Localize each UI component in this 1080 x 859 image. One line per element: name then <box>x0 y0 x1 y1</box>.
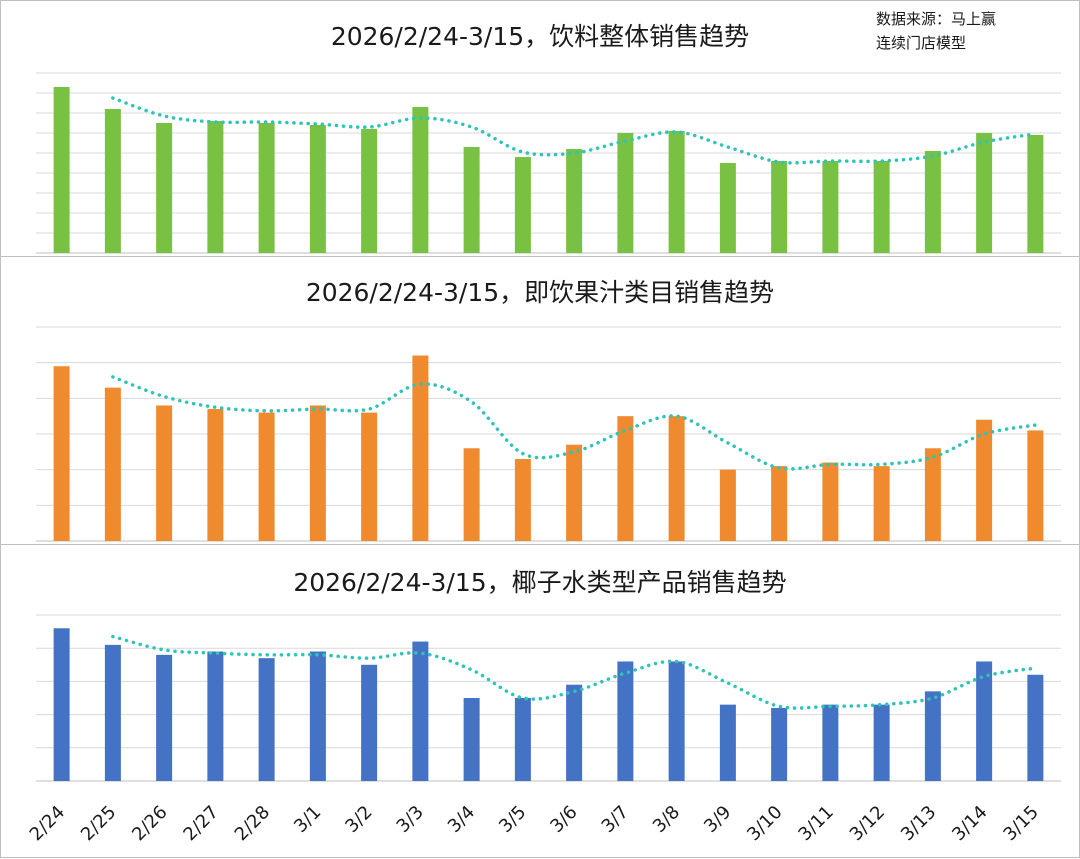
chart-title-beverages: 2026/2/24-3/15，饮料整体销售趋势 <box>330 22 750 51</box>
bar-2/28 <box>258 658 275 781</box>
bar-2/27 <box>207 409 224 541</box>
x-tick-label: 3/12 <box>846 802 889 845</box>
chart-panel-juice: 2026/2/24-3/15，即饮果汁类目销售趋势 <box>0 256 1080 546</box>
coconut-water-bar-chart: 2/24 2/25 2/26 2/27 2/28 3/1 3/2 3/3 3/4 3/5 3/6 3/… <box>26 614 1061 845</box>
bar-3/5 <box>514 698 531 781</box>
source-note: 数据来源：马上赢 连续门店模型 <box>876 7 1046 55</box>
x-tick-label: 2/28 <box>231 802 274 845</box>
bar-2/25 <box>104 387 121 541</box>
bar-3/11 <box>822 161 839 253</box>
bar-3/14 <box>976 419 993 541</box>
bar-3/4 <box>463 448 480 541</box>
bar-3/14 <box>976 133 993 253</box>
bar-2/28 <box>258 123 275 253</box>
bar-2/26 <box>156 123 173 253</box>
bar-3/9 <box>719 704 736 781</box>
bar-3/8 <box>668 416 685 541</box>
bar-3/13 <box>924 151 941 253</box>
bar-3/4 <box>463 698 480 781</box>
x-tick-label: 3/3 <box>393 802 428 837</box>
x-tick-label: 3/1 <box>290 802 325 837</box>
bar-3/11 <box>822 462 839 541</box>
bar-3/12 <box>873 704 890 781</box>
x-tick-label: 3/4 <box>444 802 479 837</box>
x-tick-label: 2/25 <box>77 802 120 845</box>
bar-2/24 <box>53 366 70 541</box>
x-tick-label: 3/7 <box>598 802 633 837</box>
bar-3/1 <box>309 651 326 781</box>
x-tick-label: 3/5 <box>495 802 530 837</box>
bar-3/6 <box>566 684 583 781</box>
bar-2/28 <box>258 412 275 541</box>
bar-3/3 <box>412 107 429 253</box>
bar-3/13 <box>924 448 941 541</box>
x-tick-label: 3/8 <box>649 802 684 837</box>
chart-panel-coconut-water: 2026/2/24-3/15，椰子水类型产品销售趋势 2/24 2/25 2/26 2… <box>0 544 1080 858</box>
bar-3/2 <box>361 129 378 253</box>
source-note-line2: 连续门店模型 <box>876 34 967 52</box>
bar-2/24 <box>53 87 70 253</box>
chart-title-coconut-water: 2026/2/24-3/15，椰子水类型产品销售趋势 <box>293 568 787 597</box>
bar-3/10 <box>771 707 788 781</box>
bar-3/8 <box>668 131 685 253</box>
bar-3/11 <box>822 704 839 781</box>
chart-panel-beverages: 2026/2/24-3/15，饮料整体销售趋势 数据来源：马上赢 连续门店模型 <box>0 0 1080 258</box>
beverages-bar-chart <box>36 72 1061 254</box>
bar-3/9 <box>719 163 736 253</box>
trendline-moving-average <box>111 96 1038 165</box>
x-tick-label: 2/26 <box>128 802 171 845</box>
bar-3/14 <box>976 661 993 781</box>
x-tick-label: 2/27 <box>179 802 222 845</box>
bar-3/9 <box>719 469 736 541</box>
bar-3/3 <box>412 641 429 781</box>
bar-2/25 <box>104 109 121 253</box>
bar-3/7 <box>617 661 634 781</box>
bar-3/7 <box>617 133 634 253</box>
bar-3/2 <box>361 664 378 781</box>
bar-3/6 <box>566 444 583 541</box>
bar-2/27 <box>207 651 224 781</box>
bar-3/7 <box>617 416 634 541</box>
bar-3/2 <box>361 412 378 541</box>
x-tick-label: 3/11 <box>794 802 837 845</box>
x-tick-label: 3/6 <box>546 802 581 837</box>
x-tick-label: 3/10 <box>743 802 786 845</box>
x-tick-label: 3/2 <box>341 802 376 837</box>
bar-2/26 <box>156 654 173 781</box>
bar-2/25 <box>104 644 121 781</box>
bar-3/15 <box>1027 135 1044 253</box>
bar-3/4 <box>463 147 480 253</box>
source-note-line1: 数据来源：马上赢 <box>876 10 997 28</box>
chart-title-juice: 2026/2/24-3/15，即饮果汁类目销售趋势 <box>305 278 775 307</box>
x-tick-label: 3/14 <box>948 802 991 845</box>
trendline-moving-average <box>111 634 1038 710</box>
bar-2/27 <box>207 121 224 253</box>
bar-3/10 <box>771 466 788 541</box>
bar-2/26 <box>156 405 173 541</box>
bar-3/10 <box>771 161 788 253</box>
bar-2/24 <box>53 628 70 781</box>
bar-3/15 <box>1027 430 1044 541</box>
x-tick-label: 3/13 <box>897 802 940 845</box>
x-tick-label: 3/15 <box>999 802 1042 845</box>
bar-3/3 <box>412 355 429 541</box>
bar-3/13 <box>924 691 941 781</box>
bar-3/8 <box>668 661 685 781</box>
bar-3/5 <box>514 157 531 253</box>
bar-3/12 <box>873 161 890 253</box>
x-tick-label: 2/24 <box>26 802 69 845</box>
bar-3/5 <box>514 458 531 541</box>
x-tick-label: 3/9 <box>700 802 735 837</box>
bar-3/6 <box>566 149 583 253</box>
juice-bar-chart <box>36 326 1061 542</box>
bar-3/1 <box>309 125 326 253</box>
bar-3/15 <box>1027 674 1044 781</box>
bar-3/1 <box>309 405 326 541</box>
bar-3/12 <box>873 466 890 541</box>
